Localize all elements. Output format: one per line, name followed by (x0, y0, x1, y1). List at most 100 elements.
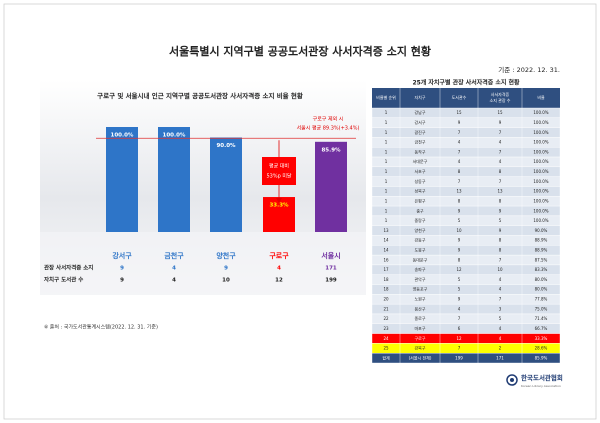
table-row (371, 235, 561, 246)
table-cell: 서초구 (414, 168, 425, 174)
value-label: 33.3% (269, 203, 289, 209)
row-value: 4 (277, 266, 281, 272)
table-cell: 7 (499, 297, 502, 302)
table-row (371, 176, 561, 187)
table-cell: 14 (383, 248, 389, 253)
table-cell: 광진구 (414, 129, 425, 135)
table-title: 25개 자치구별 관장 사서자격증 소지 현황 (412, 79, 520, 87)
table-cell: 9 (499, 120, 502, 125)
table-cell: 75.0% (535, 306, 548, 311)
table-cell: 9 (499, 228, 502, 233)
table-cell: 88.9% (535, 238, 548, 243)
chart-title: 구로구 및 서울시내 인근 지역구별 공공도서관장 사서자격증 소지 비율 현황 (97, 91, 303, 100)
table-row (371, 254, 561, 266)
table-cell: 100.0% (533, 159, 548, 164)
row-value: 12 (275, 278, 283, 284)
table-cell: 구로구 (414, 336, 425, 341)
table-cell: 171 (496, 355, 504, 360)
header-cell: 소지 관장 수 (490, 97, 511, 103)
table-row (371, 137, 561, 148)
table-cell: 12 (456, 336, 462, 341)
table-cell: 14 (383, 238, 389, 243)
table-header (372, 88, 560, 108)
logo-name: 한국도서관협회 (521, 373, 563, 382)
table-cell: 2 (499, 346, 502, 351)
table-cell: 18 (383, 287, 389, 292)
table-cell: 28.6% (535, 346, 548, 351)
table-cell: 9 (458, 248, 461, 253)
header-cell: 자치구 (414, 94, 425, 100)
table-cell: 5 (458, 277, 461, 282)
annotation: 53%p 미달 (266, 173, 291, 180)
table-cell: 송파구 (414, 266, 425, 272)
table-cell: 1 (385, 159, 388, 164)
table-row (371, 127, 561, 138)
x-tick-label: 서울시 (321, 251, 340, 260)
table-cell: 12 (456, 267, 462, 272)
table-cell: 성동구 (414, 178, 425, 184)
table-cell: 1 (385, 130, 388, 135)
table-cell: 9 (499, 208, 502, 213)
table-cell: 20 (383, 297, 389, 302)
table-row (371, 343, 561, 354)
table-cell: 83.3% (535, 267, 548, 272)
table-cell: 동대문구 (413, 256, 428, 262)
chart: 구로구 및 서울시내 인근 지역구별 공공도서관장 사서자격증 소지 비율 현황… (40, 91, 366, 295)
bar (158, 127, 190, 232)
table-cell: 7 (458, 149, 461, 154)
x-tick-label: 양천구 (216, 251, 236, 260)
table-cell: 7 (499, 179, 502, 184)
table-cell: 1 (385, 208, 388, 213)
x-tick-label: 강서구 (112, 251, 132, 260)
table-row (371, 156, 561, 168)
logo-name-en: Korean Library Association (521, 384, 561, 388)
table-cell: 24 (383, 336, 389, 341)
page-title: 서울특별시 지역구별 공공도서관장 사서자격증 소지 현황 (169, 44, 431, 58)
table-row (371, 284, 561, 295)
table-cell: 25 (383, 346, 389, 351)
table-cell: 6 (458, 326, 461, 331)
table-cell: 88.9% (535, 248, 548, 253)
table-cell: 4 (499, 277, 502, 282)
table-cell: 15 (456, 110, 462, 115)
table-cell: 7 (458, 316, 461, 321)
table-cell: 9 (458, 297, 461, 302)
table-cell: 1 (385, 198, 388, 203)
table-cell: 8 (499, 198, 502, 203)
value-label: 90.0% (216, 143, 236, 149)
table-cell: 23 (383, 326, 389, 331)
table-cell: 1 (385, 120, 388, 125)
header-cell: 사서자격증 (491, 91, 510, 97)
row-value: 4 (172, 266, 176, 272)
table-cell: 1 (385, 189, 388, 194)
table-row (371, 117, 561, 128)
table-cell: 10 (497, 267, 503, 272)
table-cell: 100.0% (533, 218, 548, 223)
bar (315, 141, 347, 232)
row-value: 4 (172, 278, 176, 284)
table-cell: 15 (497, 110, 503, 115)
table-cell: 100.0% (533, 179, 548, 184)
table-cell: 7 (499, 257, 502, 262)
floor (40, 232, 366, 295)
table-cell: 8 (458, 257, 461, 262)
table-cell: 합계 (382, 354, 390, 360)
table-cell: 7 (499, 130, 502, 135)
table-cell: 4 (499, 140, 502, 145)
reference-label: 서울시 평균 89.3%(+3.4%) (297, 125, 360, 132)
table-cell: 80.0% (535, 287, 548, 292)
table-cell: 13 (383, 228, 389, 233)
table-cell: 9 (458, 208, 461, 213)
table-cell: 3 (499, 306, 502, 311)
table-cell: (서울시 전체) (409, 354, 432, 360)
table-cell: 100.0% (533, 149, 548, 154)
row-label: 관장 사서자격증 소지 (44, 264, 93, 272)
table-cell: 7 (458, 179, 461, 184)
table-cell: 마포구 (414, 325, 425, 331)
table-cell: 8 (499, 169, 502, 174)
table-cell: 노원구 (414, 296, 425, 302)
table-cell: 100.0% (533, 198, 548, 203)
arrow-head (276, 198, 282, 203)
row-value: 199 (325, 278, 337, 284)
